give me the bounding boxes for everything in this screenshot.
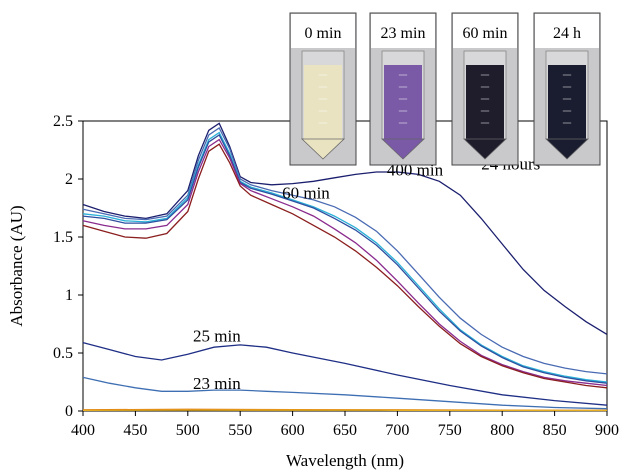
y-tick-label-2: 1 bbox=[65, 287, 73, 304]
vial-photo-0: 0 min bbox=[289, 12, 357, 166]
x-axis-title: Wavelength (nm) bbox=[286, 451, 404, 470]
series-line-1 bbox=[82, 127, 608, 375]
series-line-3 bbox=[82, 133, 608, 384]
vial-photo-inset: 0 min 23 min 60 min 24 h bbox=[289, 12, 601, 166]
y-tick-label-5: 2.5 bbox=[53, 113, 73, 130]
series-line-6 bbox=[82, 341, 608, 406]
series-line-0 bbox=[82, 122, 608, 335]
series-layer bbox=[82, 122, 608, 412]
y-axis-title: Absorbance (AU) bbox=[7, 205, 26, 326]
x-tick-label-10: 900 bbox=[595, 422, 619, 439]
vial-photo-3: 24 h bbox=[533, 12, 601, 166]
vial-label-0: 0 min bbox=[305, 25, 342, 42]
y-tick-label-3: 1.5 bbox=[53, 229, 73, 246]
annotation-2: 60 min bbox=[282, 184, 330, 203]
series-line-2 bbox=[82, 131, 608, 383]
series-line-5 bbox=[82, 143, 608, 389]
x-tick-label-4: 600 bbox=[281, 422, 305, 439]
x-tick-label-1: 450 bbox=[123, 422, 147, 439]
x-tick-label-7: 750 bbox=[438, 422, 462, 439]
x-tick-label-6: 700 bbox=[385, 422, 409, 439]
vial-label-1: 23 min bbox=[381, 25, 426, 42]
annotation-4: 23 min bbox=[193, 374, 241, 393]
x-tick-label-0: 400 bbox=[71, 422, 95, 439]
x-tick-label-8: 800 bbox=[490, 422, 514, 439]
x-tick-label-3: 550 bbox=[228, 422, 252, 439]
vial-photo-1: 23 min bbox=[369, 12, 437, 166]
x-tick-label-2: 500 bbox=[176, 422, 200, 439]
y-tick-label-1: 0.5 bbox=[53, 345, 73, 362]
series-line-7 bbox=[82, 376, 608, 410]
vial-label-3: 24 h bbox=[553, 25, 581, 42]
vial-label-2: 60 min bbox=[463, 25, 508, 42]
y-tick-label-4: 2 bbox=[65, 171, 73, 188]
vial-photo-2: 60 min bbox=[451, 12, 519, 166]
y-tick-label-0: 0 bbox=[65, 403, 73, 420]
annotation-3: 25 min bbox=[193, 326, 241, 345]
x-tick-label-9: 850 bbox=[543, 422, 567, 439]
series-line-4 bbox=[82, 138, 608, 387]
x-tick-label-5: 650 bbox=[333, 422, 357, 439]
axis-layer: 400 450 500 550 600 650 700 750 800 850 900 0 0.5 1 1.… bbox=[53, 113, 619, 439]
